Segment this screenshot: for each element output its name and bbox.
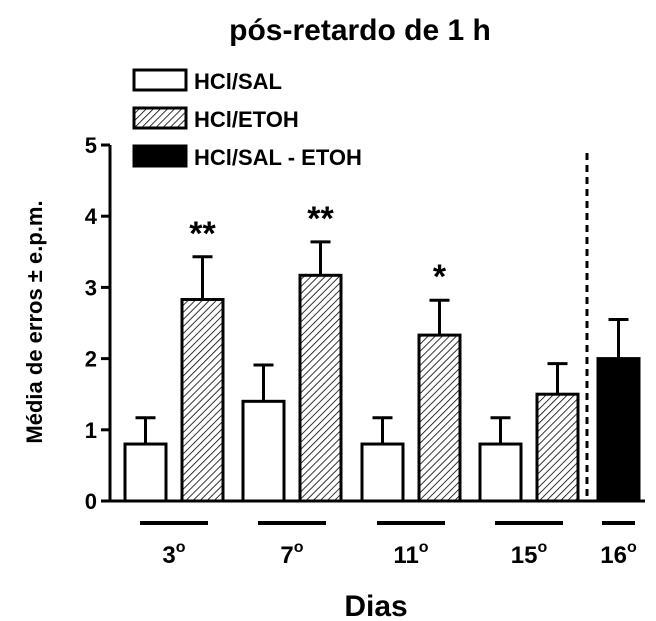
bar: [180, 298, 225, 503]
y-tick-label: 0: [85, 489, 97, 514]
x-tick-sup: o: [294, 539, 304, 556]
y-tick-label: 5: [85, 133, 97, 158]
x-tick-label: 7o: [280, 539, 303, 569]
y-tick-label: 1: [85, 418, 97, 443]
bar: [417, 333, 462, 503]
x-tick-number: 11: [393, 542, 418, 569]
x-groups: 3o 7o 11o 15o 16o: [140, 521, 637, 569]
legend-swatch: [132, 144, 188, 168]
legend-label: HCl/SAL - ETOH: [194, 145, 362, 170]
chart-title: pós-retardo de 1 h: [229, 14, 491, 47]
y-axis-label: Média de erros ± e.p.m.: [22, 200, 47, 443]
x-tick-sup: o: [537, 539, 547, 556]
y-ticks: 0 1 2 3 4 5: [85, 133, 110, 514]
y-tick-label: 4: [85, 204, 98, 229]
x-tick-number: 15: [511, 542, 538, 569]
bar: [478, 442, 523, 503]
x-tick-label: 15o: [511, 539, 548, 569]
bar: [360, 442, 405, 503]
bars-layer: ** ***: [123, 200, 641, 503]
legend-swatch: [132, 68, 188, 92]
legend-label: HCl/SAL: [194, 69, 282, 94]
significance-mark: **: [189, 215, 216, 253]
legend: HCl/SAL HCl/ETOH HCl/SAL - ETOH: [132, 68, 362, 170]
x-tick-sup: o: [627, 539, 637, 556]
x-tick-label: 11o: [393, 539, 428, 569]
bar: [241, 399, 286, 503]
y-tick-label: 3: [85, 275, 97, 300]
y-tick-label: 2: [85, 347, 97, 372]
legend-swatch: [132, 106, 188, 130]
significance-mark: **: [307, 200, 334, 238]
x-tick-sup: o: [176, 539, 186, 556]
x-tick-number: 3: [162, 542, 175, 569]
significance-mark: *: [433, 258, 447, 296]
x-tick-label: 3o: [162, 539, 185, 569]
x-axis-label: Dias: [344, 590, 407, 621]
x-tick-number: 7: [280, 542, 293, 569]
bar: [298, 273, 343, 503]
x-tick-label: 16o: [600, 539, 637, 569]
axes: [108, 145, 645, 503]
x-tick-sup: o: [419, 539, 429, 556]
legend-label: HCl/ETOH: [194, 107, 299, 132]
bar: [596, 357, 641, 503]
bar: [535, 392, 580, 503]
bar: [123, 442, 168, 503]
x-tick-number: 16: [600, 542, 627, 569]
